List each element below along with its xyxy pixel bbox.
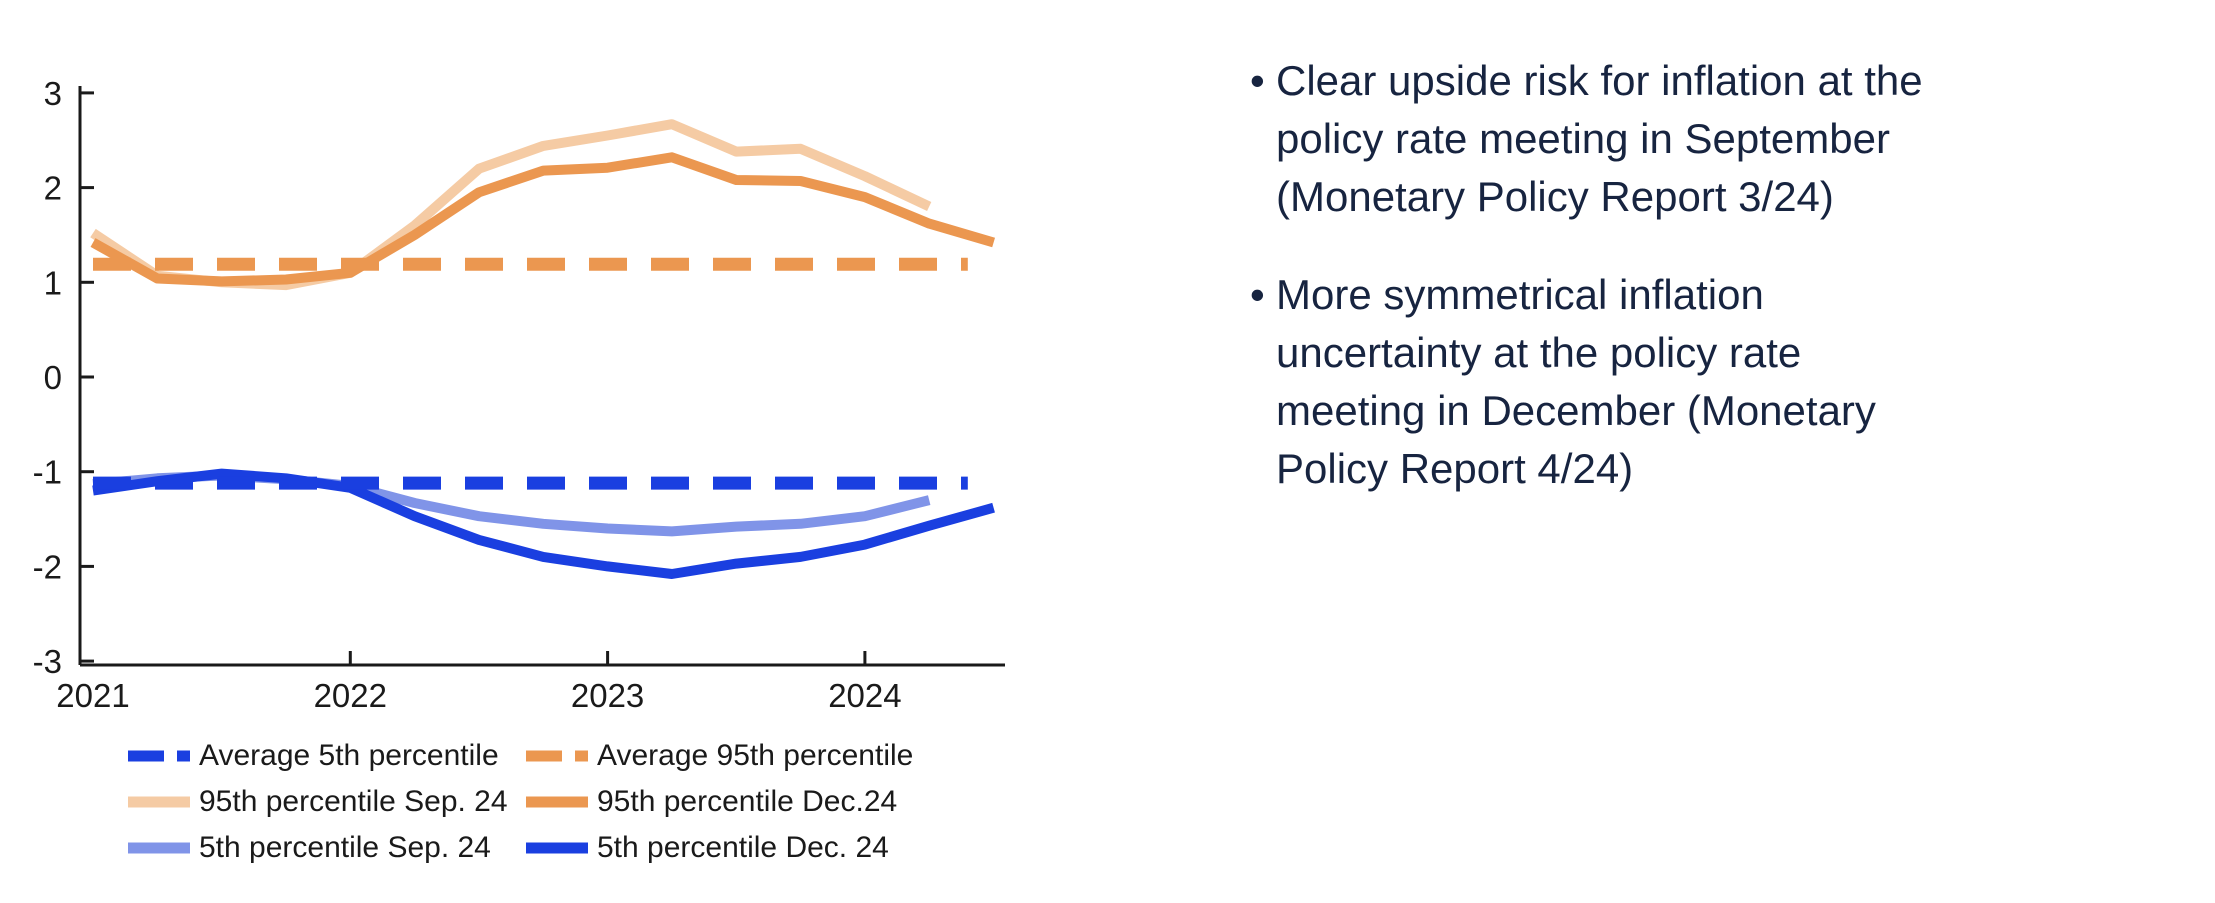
legend-label: Average 95th percentile (597, 739, 914, 772)
legend-item-95th-sep24: 95th percentile Sep. 24 (128, 785, 526, 819)
solid-line-swatch-icon (526, 842, 588, 854)
y-tick-label: 0 (44, 359, 62, 396)
legend-row: 5th percentile Sep. 24 5th percentile De… (128, 825, 1048, 871)
bullet-line: Clear upside risk for inflation at the (1276, 57, 1923, 104)
x-tick-label: 2021 (56, 677, 129, 714)
bullet-line: (Monetary Policy Report 3/24) (1276, 173, 1834, 220)
y-tick-label: 2 (44, 170, 62, 207)
x-tick-label: 2022 (314, 677, 387, 714)
y-tick-label: -2 (33, 548, 62, 585)
legend-label: 5th percentile Sep. 24 (199, 831, 491, 864)
legend-item-95th-dec24: 95th percentile Dec.24 (526, 785, 897, 819)
bullet-line: More symmetrical inflation (1276, 271, 1764, 318)
dashed-line-swatch-icon (128, 750, 190, 762)
dashed-line-swatch-icon (526, 750, 588, 762)
solid-line-swatch-icon (128, 842, 190, 854)
bullet-text: More symmetrical inflation uncertainty a… (1276, 266, 1876, 498)
bullet-line: policy rate meeting in September (1276, 115, 1890, 162)
notes-panel: • Clear upside risk for inflation at the… (1250, 52, 2060, 538)
legend-label: Average 5th percentile (199, 739, 499, 772)
legend-label: 5th percentile Dec. 24 (597, 831, 889, 864)
legend-item-average-5th: Average 5th percentile (128, 739, 526, 773)
bullet-text: Clear upside risk for inflation at the p… (1276, 52, 1923, 226)
y-tick-label: 1 (44, 264, 62, 301)
bullet-line: uncertainty at the policy rate (1276, 329, 1802, 376)
bullet-icon: • (1250, 271, 1265, 318)
chart-legend: Average 5th percentile Average 95th perc… (128, 733, 1048, 871)
solid-line-swatch-icon (526, 796, 588, 808)
bullet-line: meeting in December (Monetary (1276, 387, 1876, 434)
legend-label: 95th percentile Sep. 24 (199, 785, 508, 818)
legend-item-5th-dec24: 5th percentile Dec. 24 (526, 831, 889, 865)
x-tick-label: 2023 (571, 677, 644, 714)
y-tick-label: -3 (33, 643, 62, 680)
series-line (92, 468, 995, 579)
legend-row: Average 5th percentile Average 95th perc… (128, 733, 1048, 779)
bullet-icon: • (1250, 57, 1265, 104)
y-tick-label: 3 (44, 75, 62, 112)
bullet-line: Policy Report 4/24) (1276, 445, 1634, 492)
legend-label: 95th percentile Dec.24 (597, 785, 898, 818)
bullet-point: • Clear upside risk for inflation at the… (1250, 52, 2060, 226)
legend-item-5th-sep24: 5th percentile Sep. 24 (128, 831, 526, 865)
solid-line-swatch-icon (128, 796, 190, 808)
legend-item-average-95th: Average 95th percentile (526, 739, 913, 773)
x-tick-label: 2024 (828, 677, 901, 714)
series-line (90, 152, 996, 287)
y-tick-label: -1 (33, 454, 62, 491)
bullet-point: • More symmetrical inflation uncertainty… (1250, 266, 2060, 498)
legend-row: 95th percentile Sep. 24 95th percentile … (128, 779, 1048, 825)
